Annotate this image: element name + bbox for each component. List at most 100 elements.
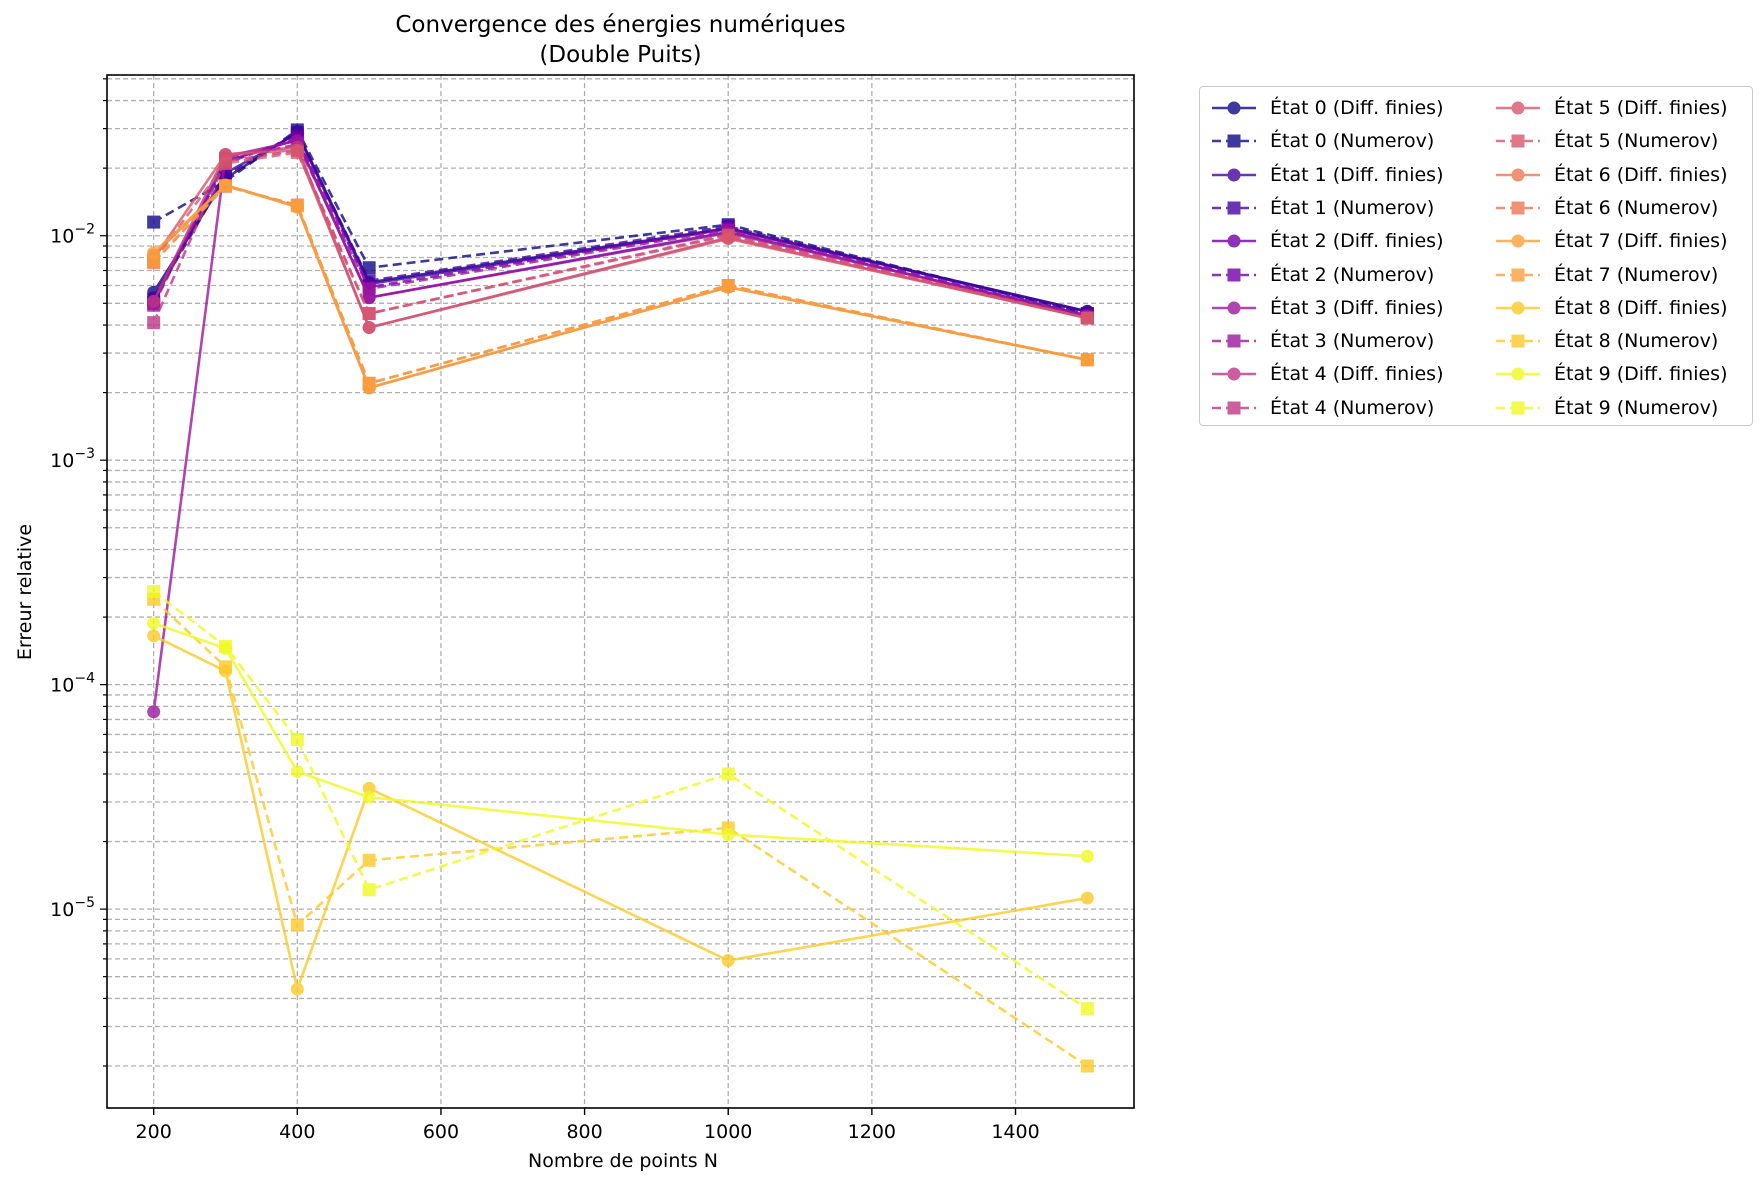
data-point <box>147 254 161 268</box>
data-point <box>290 918 304 932</box>
data-point <box>147 316 161 330</box>
legend-label: État 8 (Numerov) <box>1554 330 1719 353</box>
legend-swatch <box>1212 168 1256 182</box>
data-point <box>721 954 735 968</box>
legend-label: État 9 (Diff. finies) <box>1554 363 1728 386</box>
data-point <box>290 145 304 159</box>
legend-swatch <box>1496 301 1540 315</box>
y-tick-label: 10−5 <box>50 895 95 921</box>
legend-swatch <box>1496 401 1540 415</box>
series-17 <box>147 592 1094 1073</box>
x-tick-label: 1200 <box>848 1121 896 1143</box>
data-point <box>1080 311 1094 325</box>
series-line <box>152 590 1089 1010</box>
series-19 <box>147 585 1094 1016</box>
data-point <box>219 660 232 674</box>
data-point <box>362 261 376 275</box>
data-point <box>219 639 232 653</box>
data-point <box>290 982 304 996</box>
data-point <box>1080 891 1094 905</box>
series-18 <box>147 616 1094 863</box>
data-point <box>362 853 376 867</box>
series-line <box>152 184 1088 385</box>
x-tick-label: 1000 <box>704 1121 752 1143</box>
series-line <box>152 138 1088 318</box>
legend-label: État 0 (Diff. finies) <box>1270 97 1444 119</box>
legend-swatch <box>1496 168 1540 182</box>
data-point <box>219 156 232 170</box>
x-tick-label: 800 <box>566 1121 602 1143</box>
legend-label: État 3 (Numerov) <box>1270 330 1435 353</box>
data-point <box>1080 353 1094 367</box>
x-axis-ticks: 200 400 600 800 1000 1200 1400 <box>136 1108 1040 1143</box>
legend-label: État 2 (Diff. finies) <box>1270 230 1444 253</box>
legend-swatch <box>1212 101 1256 115</box>
data-point <box>147 294 161 308</box>
data-point <box>362 376 376 390</box>
series-10 <box>147 143 1094 335</box>
series-line <box>153 621 1088 858</box>
y-tick-label: 10−2 <box>50 222 95 248</box>
data-point <box>1080 1059 1094 1073</box>
legend-label: État 9 (Numerov) <box>1554 396 1719 419</box>
data-point <box>362 307 376 321</box>
legend-label: État 2 (Numerov) <box>1270 263 1435 286</box>
data-point <box>721 767 735 781</box>
legend-label: État 5 (Numerov) <box>1554 130 1719 153</box>
series-line <box>153 128 1088 315</box>
data-point <box>721 229 735 243</box>
legend-label: État 1 (Numerov) <box>1270 196 1435 219</box>
grid <box>107 75 1134 1108</box>
series-line <box>152 183 1088 390</box>
x-tick-label: 600 <box>423 1121 459 1143</box>
data-point <box>147 629 161 643</box>
plot-frame <box>106 74 1135 1109</box>
data-point <box>290 765 304 779</box>
series-line <box>152 143 1088 320</box>
x-axis-label: Nombre de points N <box>528 1150 718 1172</box>
data-point <box>1080 1002 1094 1016</box>
legend-label: État 7 (Numerov) <box>1554 263 1719 286</box>
data-point <box>147 705 161 719</box>
data-point <box>290 732 304 746</box>
legend-swatch <box>1212 301 1256 315</box>
y-tick-label: 10−4 <box>50 671 95 697</box>
series-15 <box>147 179 1094 390</box>
chart-title-line-2: (Double Puits) <box>539 42 702 68</box>
y-tick-label: 10−3 <box>50 446 95 472</box>
legend-swatch <box>1212 201 1256 215</box>
legend-label: État 5 (Diff. finies) <box>1554 97 1728 119</box>
legend-label: État 0 (Numerov) <box>1270 130 1435 153</box>
legend-swatch <box>1496 134 1540 148</box>
series-line <box>152 135 1088 318</box>
legend-swatch <box>1212 401 1256 415</box>
data-point <box>362 883 376 897</box>
data-point <box>362 282 376 296</box>
series-3 <box>147 126 1094 321</box>
data-point <box>362 321 376 335</box>
series-4 <box>147 133 1094 323</box>
series-line <box>152 598 1089 1068</box>
x-tick-label: 400 <box>279 1121 315 1143</box>
data-point <box>290 199 304 213</box>
legend-swatch <box>1212 268 1256 281</box>
data-point <box>1080 849 1094 863</box>
legend-label: État 8 (Diff. finies) <box>1554 296 1728 319</box>
legend-swatch <box>1496 268 1540 281</box>
legend-label: État 6 (Numerov) <box>1554 196 1719 219</box>
x-tick-label: 200 <box>136 1121 172 1143</box>
x-tick-label: 1400 <box>991 1121 1039 1143</box>
series-6 <box>147 134 1094 719</box>
legend-swatch <box>1212 334 1256 348</box>
legend-label: État 6 (Diff. finies) <box>1554 163 1728 186</box>
legend-swatch <box>1496 334 1540 348</box>
legend-swatch <box>1496 101 1540 115</box>
legend-swatch <box>1496 367 1540 381</box>
data-point <box>219 179 232 193</box>
series-7 <box>147 137 1094 325</box>
data-point <box>721 279 735 293</box>
series-line <box>152 139 1088 712</box>
y-axis-label: Erreur relative <box>14 523 36 661</box>
data-point <box>147 585 161 598</box>
